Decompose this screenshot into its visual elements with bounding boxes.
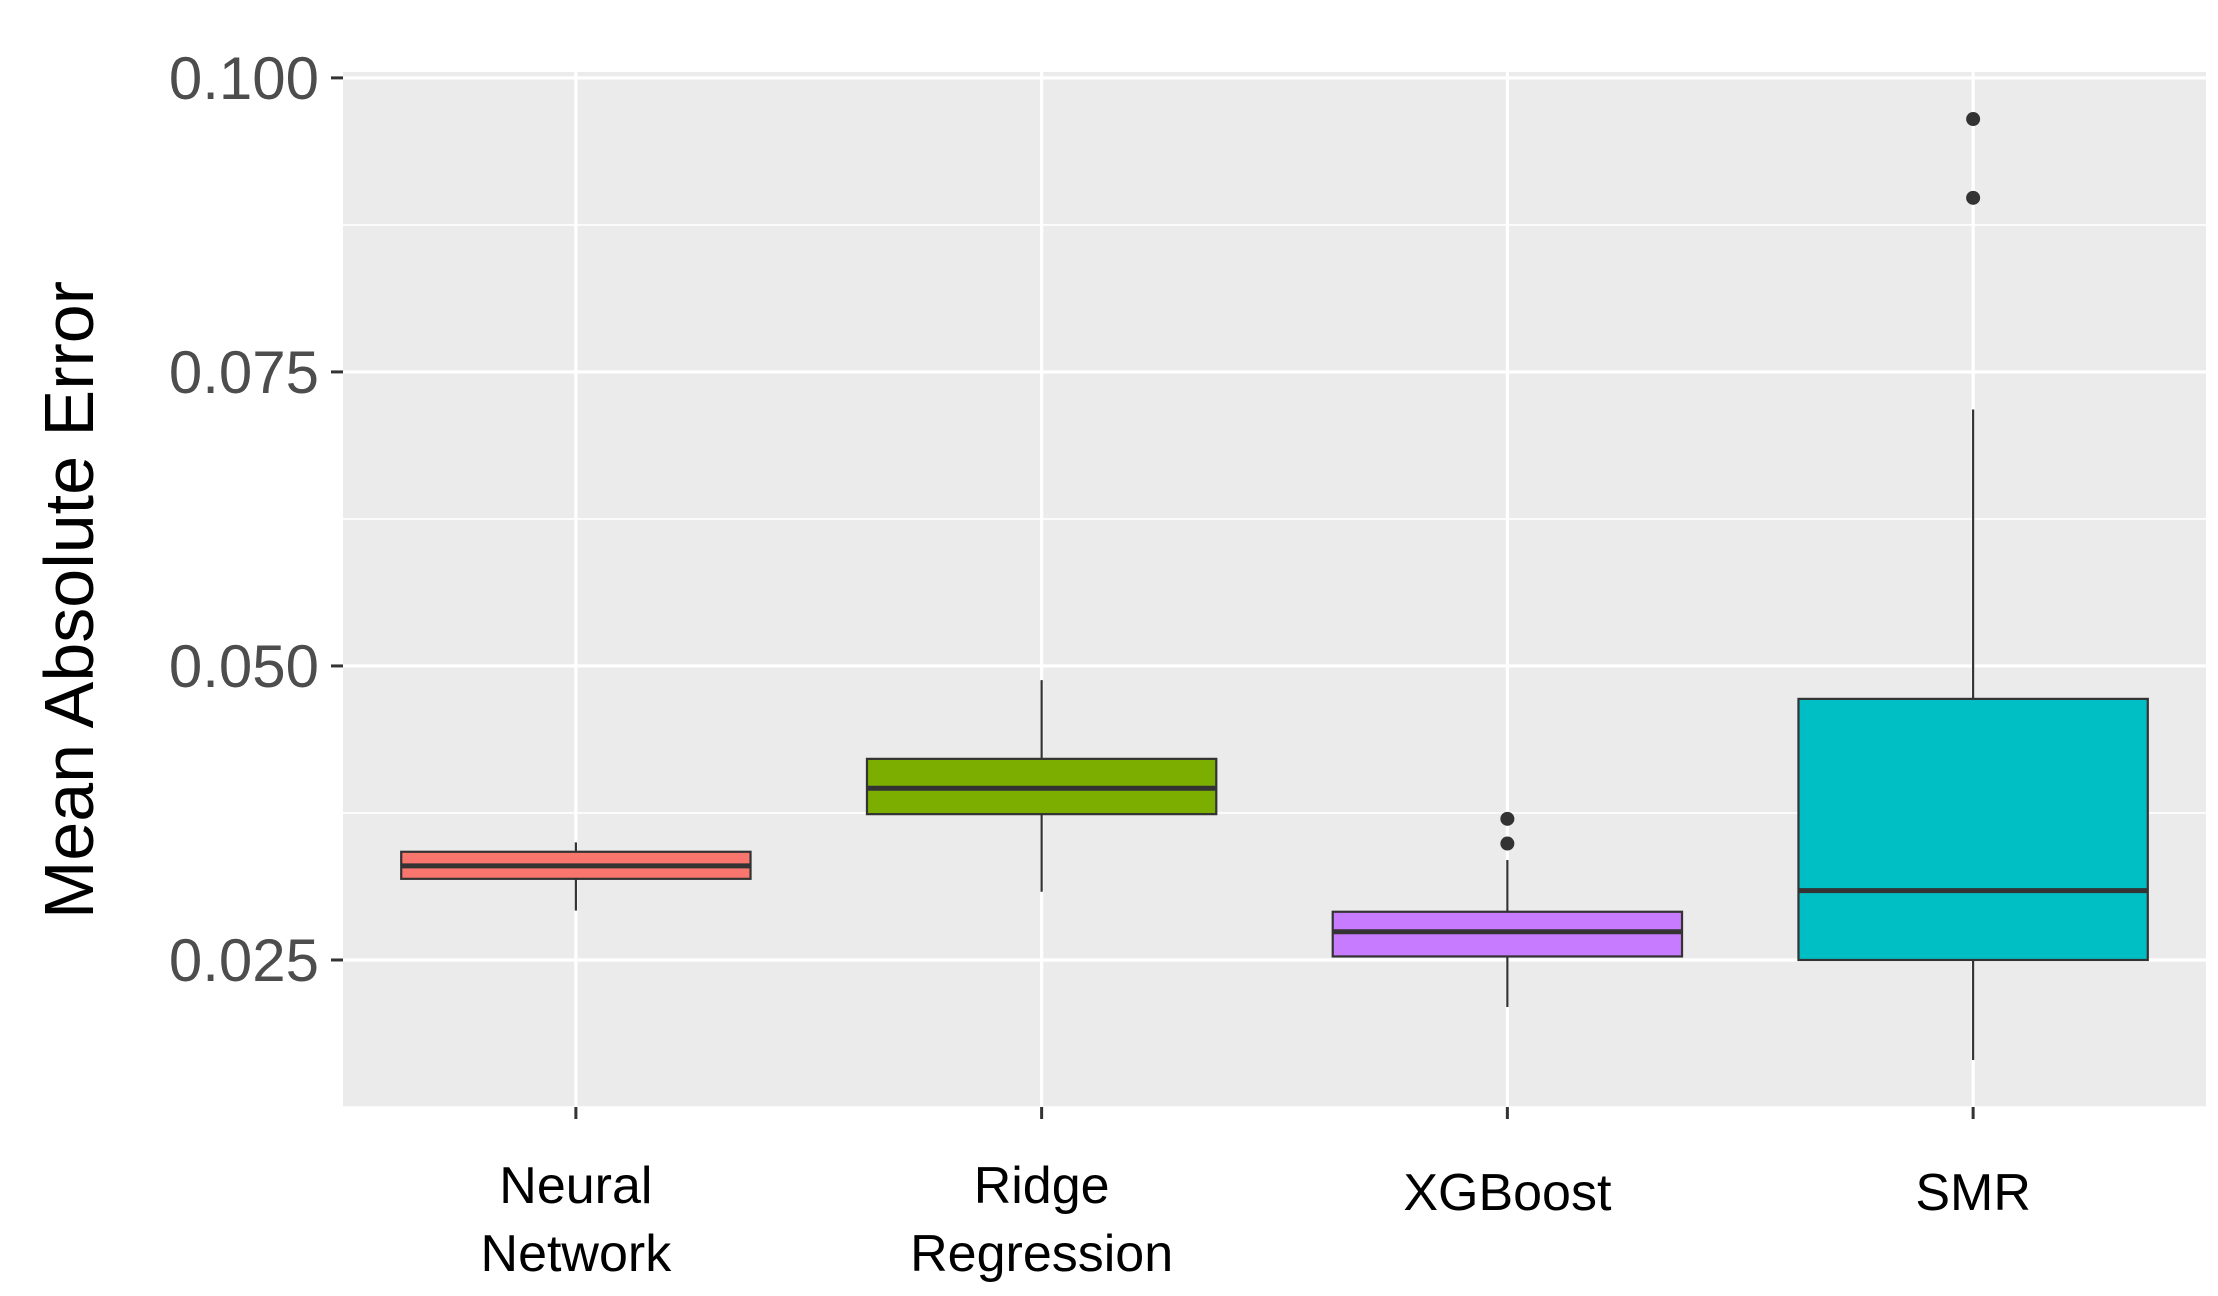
box-1	[865, 680, 1218, 892]
x-tick-label: Neural Network	[481, 1157, 673, 1283]
outlier-point	[1500, 811, 1515, 826]
x-tick-label: Ridge Regression	[910, 1157, 1173, 1283]
y-tick-label: 0.025	[169, 927, 319, 994]
x-tick-label-line: XGBoost	[1403, 1164, 1612, 1222]
x-tick-label: XGBoost	[1403, 1164, 1612, 1222]
outlier-point	[1500, 836, 1515, 851]
x-tick-label-line: Neural	[499, 1157, 652, 1215]
box-3	[1797, 112, 2149, 1060]
box-0	[400, 842, 752, 911]
y-tick-label: 0.050	[169, 633, 319, 700]
y-axis: 0.025 0.050 0.075 0.100	[169, 45, 343, 994]
x-tick-label-line: Ridge	[974, 1157, 1110, 1215]
y-tick-label: 0.075	[169, 339, 319, 406]
x-tick-label-line: Network	[481, 1225, 673, 1283]
y-tick-label: 0.100	[169, 45, 319, 112]
x-tick-label-line: SMR	[1915, 1164, 2031, 1222]
x-axis: Neural Network Ridge Regression XGBoost SMR	[481, 1107, 2031, 1283]
outlier-point	[1966, 112, 1981, 127]
box-iqr	[1797, 697, 2149, 962]
x-tick-label-line: Regression	[910, 1225, 1173, 1283]
box-2	[1331, 811, 1684, 1008]
boxes	[400, 112, 2149, 1060]
x-tick-label: SMR	[1915, 1164, 2031, 1222]
outlier-point	[1966, 190, 1981, 205]
y-axis-title: Mean Absolute Error	[30, 281, 108, 919]
